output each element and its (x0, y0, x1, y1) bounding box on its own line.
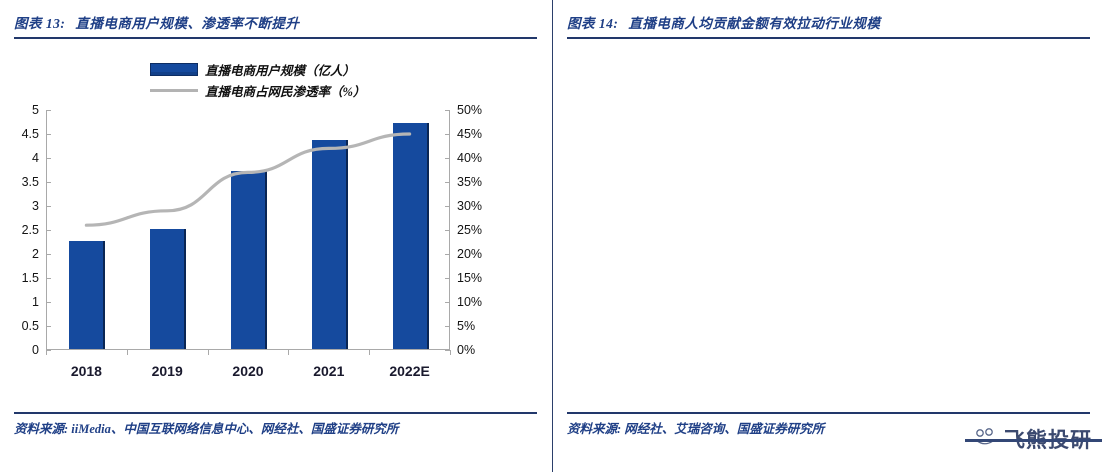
figure-14-title-text: 直播电商人均贡献金额有效拉动行业规模 (628, 16, 881, 31)
y-tick-label-right: 50% (457, 103, 483, 117)
figure-14-title-number: 图表 14: (567, 16, 619, 31)
x-tick-label: 2019 (151, 363, 183, 379)
y-tick-right (445, 182, 450, 183)
bar (311, 140, 348, 349)
y-tick-label-right: 25% (457, 223, 483, 237)
y-tick-left (46, 134, 51, 135)
line-swatch-icon (150, 89, 198, 92)
y-tick-label-left: 2 (32, 247, 39, 261)
y-tick-left (46, 302, 51, 303)
figure-14-title: 图表 14: 直播电商人均贡献金额有效拉动行业规模 (567, 12, 1090, 32)
line-path (84, 132, 412, 227)
figure-13-legend: 直播电商用户规模（亿人） 直播电商占网民渗透率（%） (150, 60, 383, 102)
figure-13-title: 图表 13: 直播电商用户规模、渗透率不断提升 (14, 12, 537, 32)
y-tick-label-left: 4.5 (21, 127, 39, 141)
x-tick (450, 350, 451, 355)
x-axis (46, 349, 450, 350)
y-tick-left (46, 158, 51, 159)
bar (150, 229, 187, 349)
y-tick-right (445, 206, 450, 207)
y-tick-label-left: 4 (32, 151, 39, 165)
watermark-strike (965, 439, 1102, 442)
y-tick-label-right: 35% (457, 175, 483, 189)
y-tick-left (46, 350, 51, 351)
y-tick-label-left: 3.5 (21, 175, 39, 189)
x-tick (288, 350, 290, 355)
legend-item-penetration-rate: 直播电商占网民渗透率（%） (150, 81, 365, 100)
x-tick (207, 350, 209, 355)
figure-panel-14: 图表 14:直播电商人均贡献金额有效拉动行业规模 直播电商人均贡献（元） yoy… (553, 0, 1106, 472)
y-tick-right (445, 278, 450, 279)
y-tick-left (46, 254, 51, 255)
line-series (84, 132, 412, 227)
figure-14-source: 资料来源: 网经社、艾瑞咨询、国盛证券研究所 (567, 422, 825, 436)
x-tick-label: 2021 (313, 363, 345, 379)
bar (69, 241, 106, 349)
y-tick-label-left: 1.5 (21, 271, 39, 285)
bar (392, 123, 429, 349)
panel-divider (552, 0, 553, 472)
y-tick-label-left: 1 (32, 295, 39, 309)
y-tick-left (46, 110, 51, 111)
figure-13-title-number: 图表 13: (14, 16, 66, 31)
figure-14-header-rule (567, 37, 1090, 39)
figure-13-header-rule (14, 37, 537, 39)
y-tick-label-right: 30% (457, 199, 483, 213)
y-tick-label-right: 0% (457, 343, 476, 357)
figure-13-header: 图表 13: 直播电商用户规模、渗透率不断提升 (14, 12, 537, 46)
y-tick-right (445, 230, 450, 231)
y-tick-left (46, 182, 51, 183)
y-tick-right (445, 134, 450, 135)
figure-panel-13: 图表 13: 直播电商用户规模、渗透率不断提升 直播电商用户规模（亿人） 直播电商… (14, 12, 537, 436)
y-tick-label-right: 5% (457, 319, 476, 333)
y-tick-label-left: 5 (32, 103, 39, 117)
y-tick-label-left: 0.5 (21, 319, 39, 333)
x-tick (46, 350, 47, 355)
y-tick-label-left: 3 (32, 199, 39, 213)
y-tick-label-right: 20% (457, 247, 483, 261)
bar (231, 171, 267, 349)
x-tick-label: 2020 (232, 363, 264, 379)
legend-label: 直播电商占网民渗透率（%） (205, 85, 366, 99)
x-tick (126, 350, 128, 355)
y-tick-right (445, 110, 450, 111)
watermark: 飞熊投研 (965, 424, 1102, 454)
y-tick-label-left: 2.5 (21, 223, 39, 237)
y-tick-left (46, 278, 51, 279)
legend-item-users-scale: 直播电商用户规模（亿人） (150, 60, 365, 79)
y-tick-label-left: 0 (32, 343, 39, 357)
legend-label: 直播电商用户规模（亿人） (205, 64, 356, 78)
y-tick-left (46, 206, 51, 207)
y-tick-right (445, 350, 450, 351)
x-tick-label: 2018 (70, 363, 102, 379)
y-tick-right (445, 302, 450, 303)
figure-13-title-text: 直播电商用户规模、渗透率不断提升 (75, 16, 300, 31)
x-tick-label: 2022E (389, 363, 430, 379)
y-tick-label-right: 45% (457, 127, 483, 141)
y-tick-label-right: 40% (457, 151, 483, 165)
y-tick-label-right: 15% (457, 271, 483, 285)
figure-14-footer-rule (567, 412, 1090, 414)
y-tick-right (445, 254, 450, 255)
figure-13-plot-area: 0 0.5 1 1.5 2 2.5 3 3.5 4 4.5 5 0% 5% 10% 15% 20% 25% 30… (22, 103, 482, 379)
y-tick-left (46, 230, 51, 231)
y-tick-left (46, 326, 51, 327)
figure-14-header: 图表 14: 直播电商人均贡献金额有效拉动行业规模 (567, 12, 1090, 46)
y-tick-right (445, 326, 450, 327)
y-tick-label-right: 10% (457, 295, 483, 309)
x-tick (369, 350, 371, 355)
figure-13-footer-rule (14, 412, 537, 414)
bar-swatch-icon (150, 63, 198, 76)
y-tick-right (445, 158, 450, 159)
figure-13-source: 资料来源: iiMedia、中国互联网络信息中心、网经社、国盛证券研究所 (14, 422, 399, 436)
